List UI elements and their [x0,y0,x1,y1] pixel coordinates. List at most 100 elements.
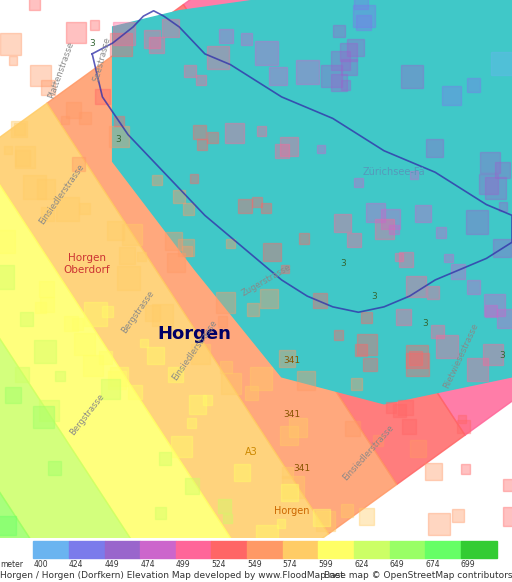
Bar [15,150,30,166]
Bar [144,30,160,48]
Bar [20,313,33,327]
Bar [467,79,480,92]
Polygon shape [0,152,260,582]
Bar [226,239,236,249]
Bar [497,309,512,328]
Text: 341: 341 [283,410,301,419]
Text: Seestrasse: Seestrasse [92,36,113,83]
Bar [485,305,497,317]
Text: 574: 574 [283,560,297,569]
Bar [425,541,461,558]
Bar [317,145,325,153]
Bar [389,225,398,235]
Bar [152,175,162,185]
Bar [411,440,426,456]
Bar [72,157,84,171]
Bar [398,400,413,416]
Text: 3: 3 [371,292,377,300]
Bar [218,499,231,513]
Polygon shape [320,0,512,336]
Text: Bergstrasse: Bergstrasse [120,289,156,335]
Bar [279,350,294,367]
Bar [140,541,176,558]
Bar [426,139,443,157]
Bar [193,125,206,139]
Bar [117,267,140,290]
Text: 549: 549 [247,560,262,569]
Bar [427,286,439,299]
Bar [503,508,512,526]
Bar [313,293,327,308]
Text: Bergstrasse: Bergstrasse [68,392,106,437]
Bar [189,395,206,414]
Bar [431,325,444,338]
Bar [261,203,271,214]
Bar [218,317,227,327]
Text: 3: 3 [340,260,346,268]
Bar [351,378,362,390]
Bar [334,329,344,340]
Bar [82,354,103,376]
Text: 599: 599 [318,560,333,569]
Bar [140,339,148,347]
Bar [167,253,185,272]
Bar [277,519,285,528]
Bar [102,306,113,317]
Polygon shape [183,0,512,435]
Bar [375,219,394,239]
Polygon shape [113,0,512,404]
Bar [155,507,166,519]
Text: Horgen: Horgen [158,325,231,343]
Bar [395,253,403,261]
Bar [452,509,464,521]
Bar [48,462,60,474]
Text: Einsiedlerstrasse: Einsiedlerstrasse [170,318,219,382]
Bar [207,132,218,143]
Bar [313,509,330,526]
Bar [35,302,46,314]
Text: 674: 674 [425,560,440,569]
Bar [269,67,287,85]
Bar [110,367,127,386]
Bar [207,46,229,69]
Bar [252,197,262,207]
Bar [66,22,87,43]
Text: 524: 524 [211,560,226,569]
Bar [466,210,488,234]
Bar [281,265,289,273]
Bar [356,15,371,30]
Bar [219,29,233,44]
Bar [247,541,283,558]
Bar [341,59,356,75]
Bar [318,541,354,558]
Text: Zugerstrasse: Zugerstrasse [240,262,292,298]
Bar [185,478,200,494]
Bar [152,304,173,326]
Bar [234,464,250,481]
Polygon shape [252,0,512,386]
Bar [364,357,376,371]
Bar [0,265,14,289]
Bar [110,33,132,56]
Bar [171,435,191,457]
Bar [494,239,510,257]
Bar [257,126,266,136]
Bar [39,399,59,421]
Text: A3: A3 [245,447,257,457]
Bar [354,0,368,9]
Bar [280,426,298,445]
Bar [39,281,54,297]
Bar [485,177,506,199]
Bar [122,224,142,245]
Bar [247,303,259,315]
Bar [178,239,195,256]
Bar [225,123,244,143]
Text: meter: meter [0,560,23,569]
Bar [79,112,91,124]
Bar [187,418,196,428]
Polygon shape [47,54,397,534]
Bar [436,228,446,238]
Bar [409,351,422,364]
Polygon shape [0,103,329,582]
Bar [245,386,258,400]
